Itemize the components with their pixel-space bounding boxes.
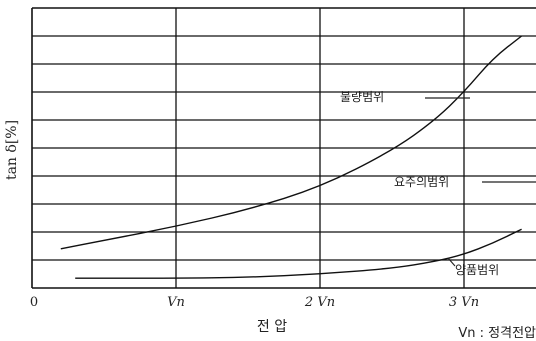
x-tick-label: 2 Vn xyxy=(304,295,335,310)
region-label-caution: 요주의범위 xyxy=(394,175,449,189)
region-label-good: 양품범위 xyxy=(455,263,499,277)
x-tick-label: Vn xyxy=(167,295,185,310)
chart-grid xyxy=(31,7,536,289)
y-axis-label: tan δ[%] xyxy=(4,120,20,180)
series-line-0 xyxy=(60,35,523,250)
rated-voltage-note: Vn : 정격전압 xyxy=(458,326,536,341)
x-tick-labels: 0 Vn 2 Vn 3 Vn xyxy=(30,295,479,310)
region-label-bad: 불량범위 xyxy=(340,90,384,104)
x-tick-label: 0 xyxy=(30,295,38,310)
x-tick-label: 3 Vn xyxy=(449,295,479,310)
region-leader-good xyxy=(447,257,456,267)
chart-series xyxy=(60,35,523,279)
series-line-1 xyxy=(75,228,522,279)
x-axis-label: 전 압 xyxy=(257,319,287,335)
